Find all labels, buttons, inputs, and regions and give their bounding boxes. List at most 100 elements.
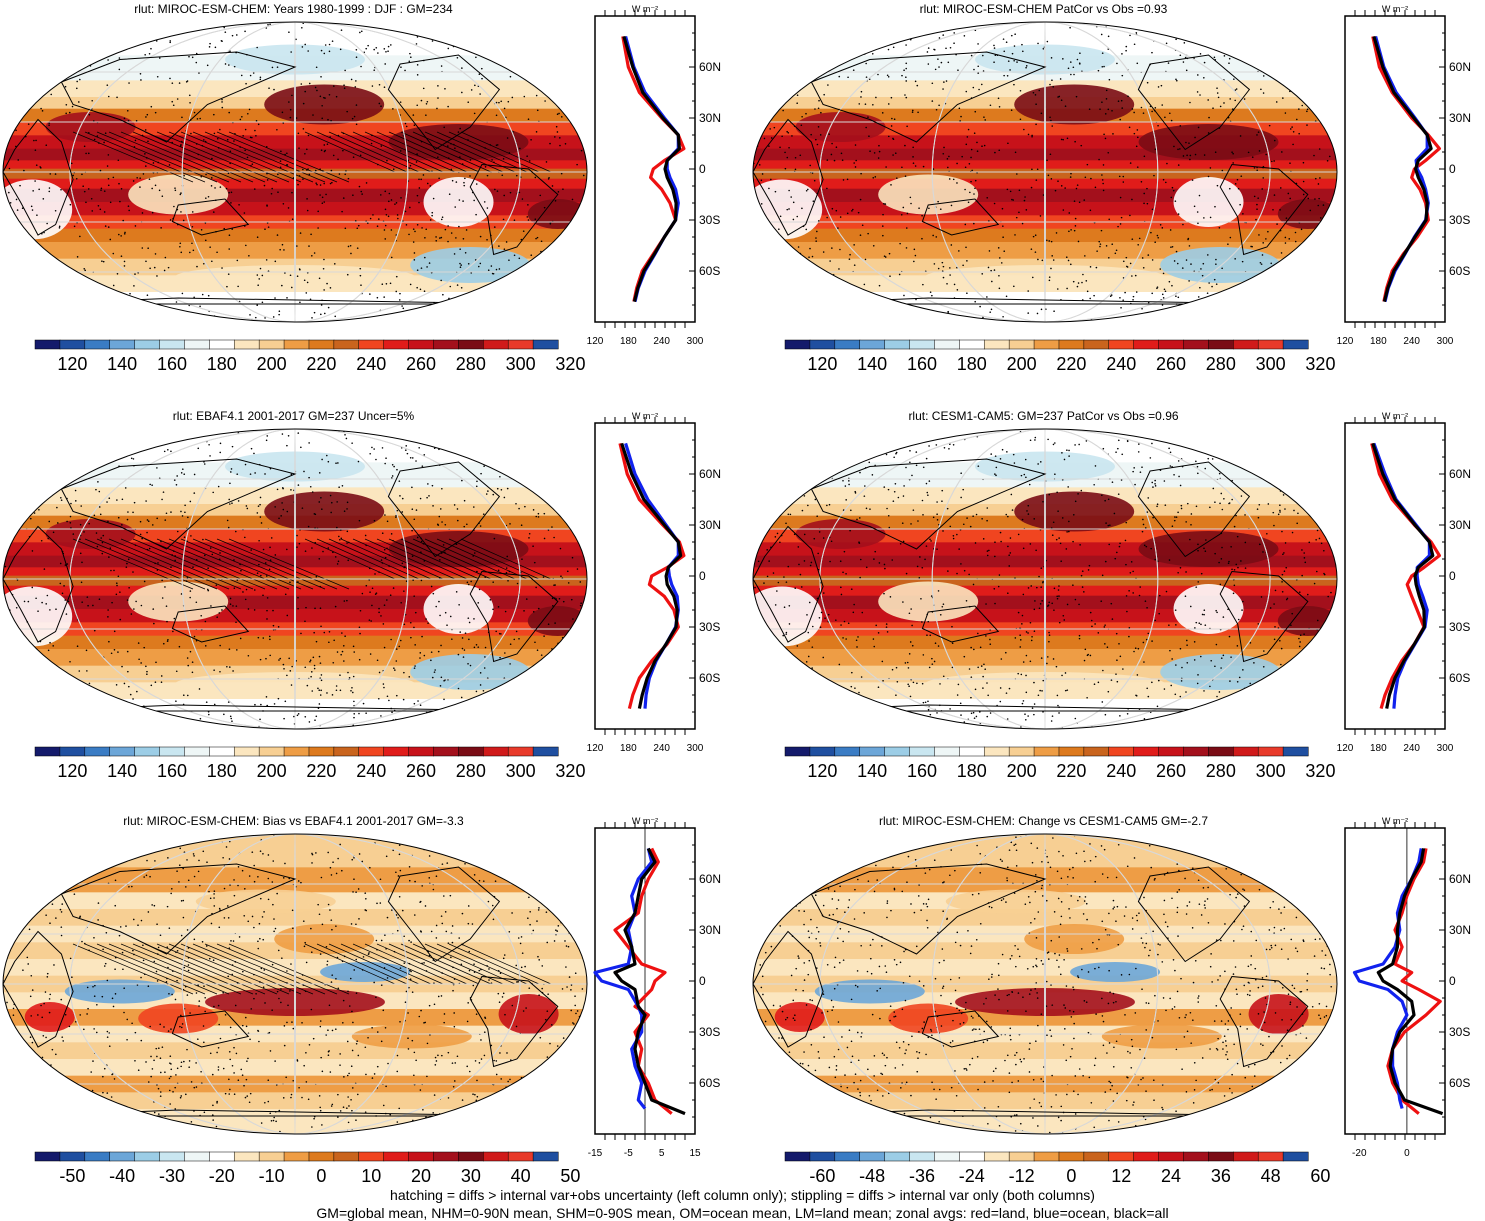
map-field [753,429,1337,729]
zonal-line-ocean [1374,35,1430,302]
colorbar-swatch [909,746,935,757]
colorbar-swatch [1058,339,1085,350]
lat-tick-label: 60N [699,467,721,481]
colorbar-swatch [1008,1151,1035,1162]
footnote-hatching: hatching = diffs > internal var+obs unce… [390,1187,1095,1203]
colorbar-swatch [483,339,509,350]
zonal-x-tick-label: 120 [1337,743,1354,754]
colorbar-swatch [884,746,911,757]
coastlines [3,51,559,305]
panel-title: rlut: MIROC-ESM-CHEM: Years 1980-1999 : … [134,2,453,16]
colorbar-swatch [59,339,86,350]
colorbar-tick-label: 320 [555,761,585,781]
colorbar-swatch [909,1151,935,1162]
colorbar-swatch [809,1151,836,1162]
colorbar [784,339,1309,350]
colorbar-swatch [458,1151,484,1162]
colorbar-swatch [283,1151,310,1162]
zonal-line-land [1370,443,1442,710]
colorbar-swatch [408,746,435,757]
zonal-line-all [1372,35,1433,302]
colorbar-swatch [532,339,559,350]
colorbar-tick-label: 320 [555,354,585,374]
colorbar-swatch [184,746,210,757]
colorbar-swatch [59,1151,86,1162]
lat-tick-label: 30S [1449,620,1470,634]
colorbar-swatch [507,1151,534,1162]
colorbar-swatch [109,1151,136,1162]
colorbar-tick-label: 280 [456,354,486,374]
colorbar-swatch [159,746,185,757]
zonal-mean-plot: 60N 30N 0 30S 60S W m⁻² 120 180 240 300 [1337,4,1471,347]
colorbar-tick-label: -24 [959,1166,985,1186]
zonal-unit-label: W m⁻² [632,4,658,14]
colorbar-tick-label: -30 [159,1166,185,1186]
colorbar-tick-label: 200 [1007,354,1037,374]
zonal-x-tick-label: 180 [620,336,637,347]
stippling [8,22,585,321]
lat-tick-label: 30N [1449,518,1471,532]
colorbar-swatch [408,339,435,350]
colorbar-swatch [308,1151,335,1162]
zonal-x-tick-label: 120 [587,743,604,754]
lat-tick-label: 30N [699,111,721,125]
colorbar-tick-label: 10 [361,1166,381,1186]
colorbar-tick-label: -12 [1009,1166,1035,1186]
lat-tick-label: 30S [1449,213,1470,227]
colorbar-swatch [959,339,985,350]
colorbar-swatch [1208,1151,1234,1162]
lat-tick-label: 60S [699,671,720,685]
colorbar-swatch [1183,339,1209,350]
colorbar-swatch [109,339,136,350]
colorbar-swatch [184,1151,210,1162]
stippling [4,430,582,729]
graticule [753,834,1337,1134]
colorbar-tick-label: 200 [257,354,287,374]
colorbar-swatch [1083,746,1110,757]
colorbar-tick-label: 50 [560,1166,580,1186]
zonal-x-tick-label: 300 [687,336,704,347]
zonal-line-all [613,847,686,1116]
lat-tick-label: 30N [699,923,721,937]
stippling [759,834,1333,1134]
colorbar-tick-label: 160 [907,354,937,374]
lat-tick-label: 60N [1449,467,1471,481]
colorbar-swatch [1257,1151,1284,1162]
lat-tick-label: 60S [1449,1076,1470,1090]
coastlines [753,863,1309,1117]
colorbar-swatch [1083,339,1110,350]
colorbar-tick-label: 300 [506,354,536,374]
colorbar-swatch [209,746,235,757]
colorbar-tick-label: 120 [807,354,837,374]
zonal-unit-label: W m⁻² [1382,816,1408,826]
zonal-line-all [1371,442,1435,709]
colorbar-swatch [458,746,484,757]
colorbar-tick-label: 300 [506,761,536,781]
colorbar-tick-label: 280 [1206,761,1236,781]
colorbar-tick-label: 30 [461,1166,481,1186]
colorbar-tick-label: 180 [207,761,237,781]
colorbar-swatch [1208,746,1234,757]
colorbar-tick-label: 200 [1007,761,1037,781]
colorbar-swatch [483,1151,509,1162]
colorbar-swatch [784,339,811,350]
zonal-line-all [620,442,683,709]
colorbar-tick-label: 220 [1056,354,1086,374]
colorbar-tick-label: 240 [356,761,386,781]
colorbar-swatch [1058,1151,1085,1162]
colorbar-swatch [884,1151,911,1162]
colorbar-tick-label: 240 [1106,354,1136,374]
colorbar-swatch [383,1151,410,1162]
zonal-x-tick-label: 180 [1370,336,1387,347]
colorbar-tick-label: 260 [1156,354,1186,374]
colorbar-swatch [233,1151,260,1162]
colorbar-swatch [1233,1151,1259,1162]
colorbar-swatch [809,746,836,757]
map-border [752,833,1338,1135]
colorbar-swatch [84,746,111,757]
map-border [752,21,1338,323]
colorbar-tick-label: 160 [907,761,937,781]
zonal-x-tick-label: 240 [1403,743,1420,754]
